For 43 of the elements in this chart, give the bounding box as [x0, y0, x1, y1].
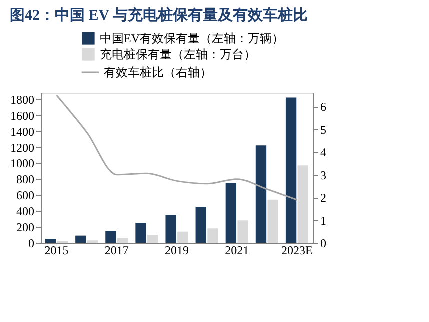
legend-label: 充电桩保有量（左轴：万台） [100, 48, 256, 62]
y-tick-label: 400 [16, 204, 34, 219]
bar [268, 200, 278, 243]
legend-label: 中国EV有效保有量（左轴：万辆） [100, 32, 284, 46]
bar [76, 236, 86, 243]
bar [256, 146, 267, 243]
bar [106, 231, 116, 243]
x-tick-label: 2023E [282, 244, 313, 258]
bar [238, 220, 248, 243]
y-tick-label: 1400 [10, 124, 34, 139]
bar [286, 98, 297, 243]
chart-title: 图42：中国 EV 与充电桩保有量及有效车桩比 [10, 6, 308, 24]
y2-tick-label: 4 [320, 146, 326, 160]
y-tick-label: 0 [28, 236, 34, 250]
line-series [56, 94, 298, 201]
y2-tick-label: 6 [320, 100, 326, 114]
y2-tick-label: 5 [320, 122, 326, 137]
bar [208, 228, 218, 243]
y2-tick-label: 1 [320, 214, 326, 228]
x-tick-label: 2017 [104, 244, 129, 258]
bar [166, 215, 176, 243]
x-tick-label: 2021 [225, 244, 250, 258]
y2-tick-label: 0 [320, 236, 326, 250]
y-tick-label: 1000 [10, 156, 34, 171]
bar [148, 235, 158, 243]
y-tick-label: 1800 [10, 92, 34, 107]
legend-label: 有效车桩比（右轴） [104, 66, 212, 80]
y-tick-label: 1200 [10, 140, 34, 155]
x-tick-label: 2015 [44, 244, 69, 258]
bar [226, 183, 237, 243]
y2-tick-label: 3 [320, 168, 326, 182]
bar [178, 232, 188, 243]
bar [136, 223, 146, 243]
y-tick-label: 200 [16, 220, 34, 235]
y-tick-label: 1600 [10, 108, 34, 123]
y-tick-label: 800 [16, 172, 34, 187]
y2-tick-label: 2 [320, 191, 326, 206]
x-tick-label: 2019 [165, 244, 189, 258]
bar [298, 166, 308, 243]
bar [196, 207, 206, 243]
y-tick-label: 600 [16, 188, 34, 203]
bar [46, 239, 56, 243]
bar [117, 238, 128, 243]
